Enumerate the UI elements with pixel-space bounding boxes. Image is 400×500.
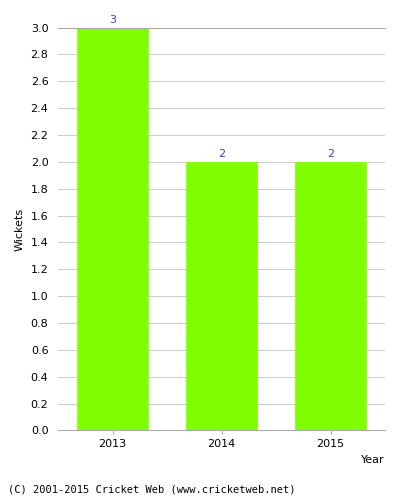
Bar: [77, 28, 148, 430]
Text: 2: 2: [327, 149, 334, 159]
Bar: [295, 162, 366, 430]
Text: 2: 2: [218, 149, 225, 159]
Bar: [186, 162, 257, 430]
X-axis label: Year: Year: [361, 455, 385, 465]
Y-axis label: Wickets: Wickets: [15, 208, 25, 250]
Text: (C) 2001-2015 Cricket Web (www.cricketweb.net): (C) 2001-2015 Cricket Web (www.cricketwe…: [8, 485, 296, 495]
Text: 3: 3: [109, 15, 116, 25]
